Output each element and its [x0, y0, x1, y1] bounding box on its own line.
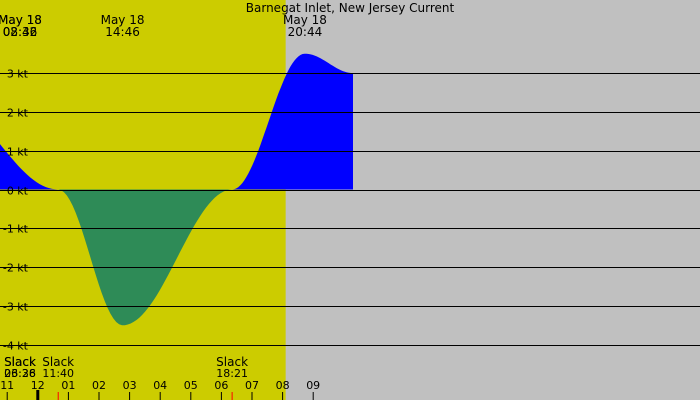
hour-tick-label: 08 [276, 379, 290, 392]
y-tick-label: -2 kt [3, 262, 29, 275]
peak-date-label: May 18 [0, 13, 42, 27]
hour-tick-label: 09 [306, 379, 320, 392]
hour-axis: 1112010203040506070809101112010203040506… [0, 379, 320, 400]
y-tick-label: 1 kt [7, 146, 29, 159]
hour-tick-label: 06 [214, 379, 228, 392]
slack-time: 11:40 [42, 367, 74, 380]
y-axis-labels: 3 kt 2 kt 1 kt 0 kt -1 kt -2 kt -3 kt -4 kt [3, 68, 29, 353]
slack-time: 23:26 [4, 367, 36, 380]
peak-time-label: 02:36 [3, 25, 38, 39]
slack-label: Slack [4, 355, 36, 369]
ebb-current-area [58, 189, 233, 326]
gridlines-group [0, 73, 700, 346]
flood-current-area [232, 53, 353, 190]
peak-date-label: May 18 [283, 13, 327, 27]
peak-time-label: 08:42 [3, 25, 38, 39]
hour-tick-label: 04 [153, 379, 167, 392]
y-tick-label: -1 kt [3, 223, 29, 236]
y-tick-label: 2 kt [7, 107, 29, 120]
chart-title: Barnegat Inlet, New Jersey Current [246, 1, 455, 15]
hour-tick-label: 07 [245, 379, 259, 392]
y-tick-label: -3 kt [3, 301, 29, 314]
hour-tick-label: 12 [31, 379, 45, 392]
slack-time: 06:38 [4, 367, 36, 380]
slack-label: Slack [4, 355, 36, 369]
flood-current-area [0, 144, 59, 190]
hour-tick-label: 02 [92, 379, 106, 392]
hour-tick-label: 03 [123, 379, 137, 392]
current-area-group [0, 53, 353, 326]
slack-time: 18:21 [216, 367, 248, 380]
peak-time-label: 14:46 [105, 25, 140, 39]
event-labels: Slack23:26Slack06:38Slack11:40Slack18:21… [4, 355, 248, 400]
peak-time-label: 20:44 [288, 25, 323, 39]
peak-date-label: May 18 [101, 13, 145, 27]
y-tick-label: 3 kt [7, 68, 29, 81]
hour-tick-label: 11 [0, 379, 14, 392]
slack-label: Slack [216, 355, 248, 369]
slack-label: Slack [42, 355, 74, 369]
y-tick-label: -4 kt [3, 340, 29, 353]
peak-date-label: May 18 [0, 13, 42, 27]
hour-tick-label: 01 [61, 379, 75, 392]
hour-tick-label: 05 [184, 379, 198, 392]
y-tick-label: 0 kt [7, 185, 29, 198]
